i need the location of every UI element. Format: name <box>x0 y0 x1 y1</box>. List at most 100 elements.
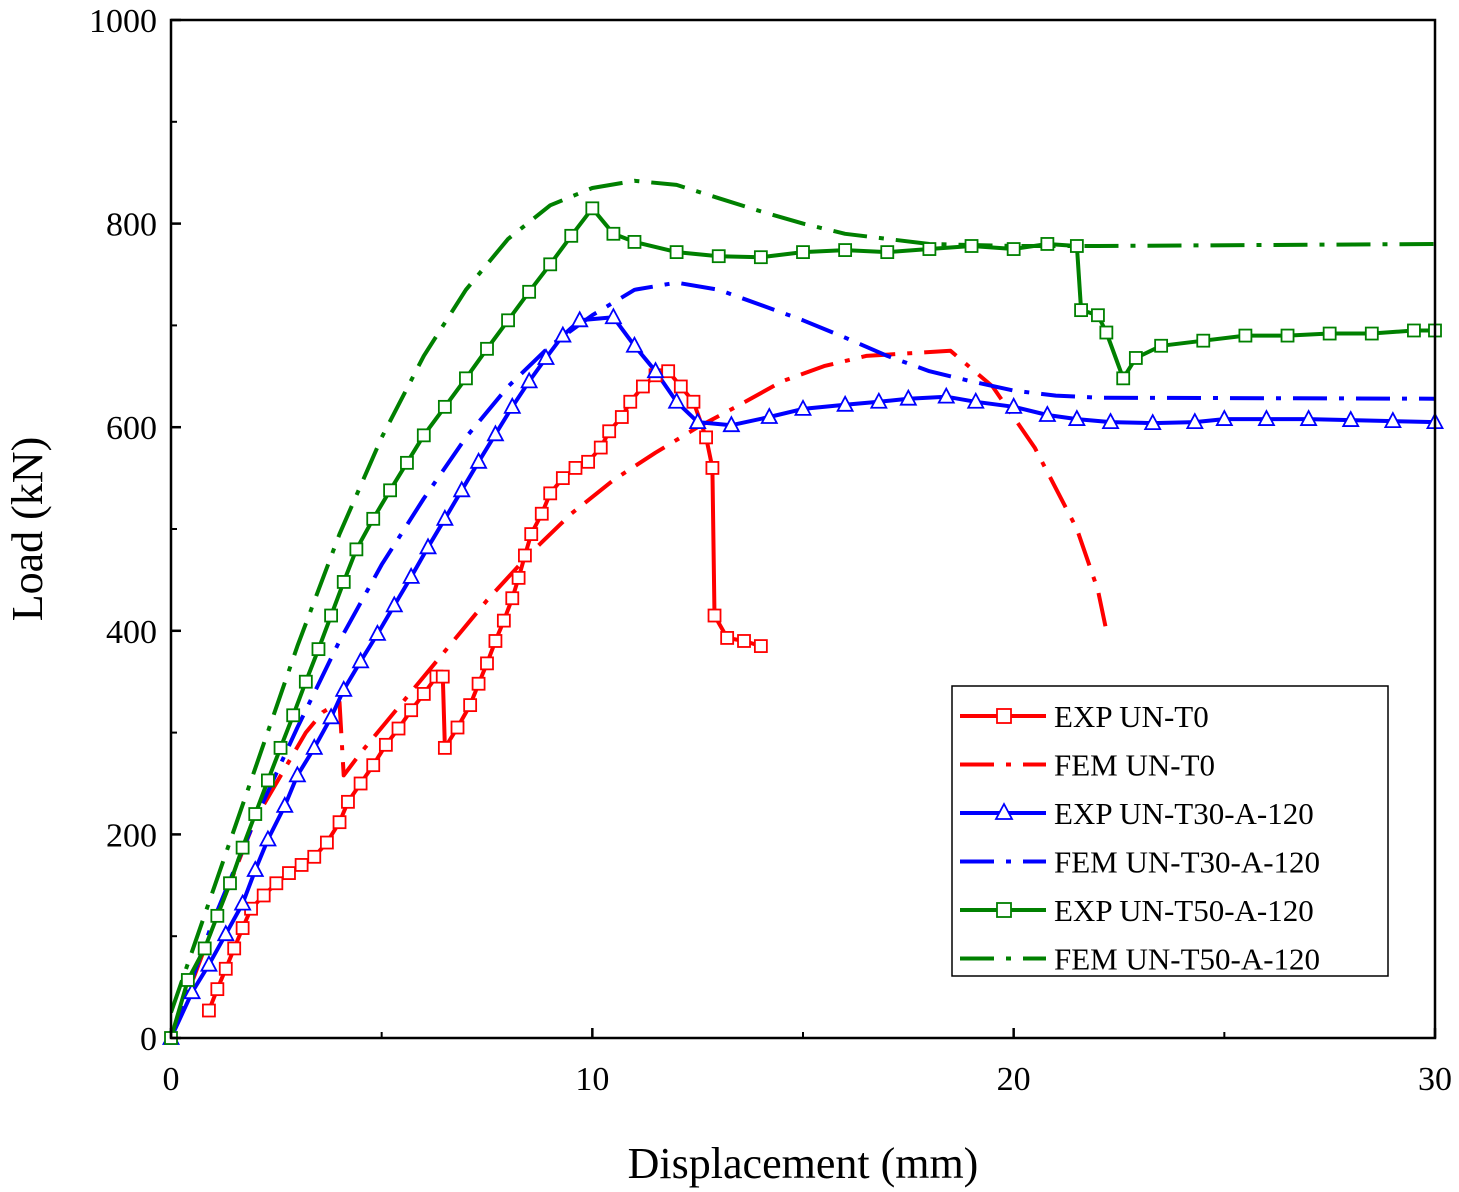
data-point-marker <box>235 840 250 855</box>
data-point-marker <box>534 506 549 521</box>
data-point-marker <box>593 440 608 455</box>
data-point-marker <box>1069 239 1084 253</box>
data-point-marker <box>1280 328 1295 343</box>
data-point-marker <box>669 245 684 260</box>
data-point-marker <box>602 424 617 439</box>
data-point-marker <box>378 737 393 752</box>
data-point-marker <box>661 364 676 379</box>
legend-label-3: FEM UN-T30-A-120 <box>1054 845 1320 880</box>
data-point-marker <box>869 391 888 409</box>
data-point-marker <box>261 773 275 788</box>
data-point-marker <box>366 758 381 773</box>
data-point-marker <box>1364 326 1379 341</box>
legend-label-2: EXP UN-T30-A-120 <box>1054 796 1314 831</box>
data-point-marker <box>688 412 707 430</box>
data-point-marker <box>311 642 326 657</box>
data-point-marker <box>1101 412 1120 430</box>
data-point-marker <box>459 371 473 386</box>
data-point-marker <box>404 703 419 718</box>
data-point-marker <box>197 941 212 956</box>
data-point-marker <box>294 858 309 872</box>
data-point-marker <box>258 829 277 847</box>
data-point-marker <box>503 396 522 414</box>
series-line-1 <box>171 348 1109 1038</box>
data-point-marker <box>711 249 726 264</box>
legend: EXP UN-T0 FEM UN-T0 EXP UN-T30-A-120 FEM UN… <box>951 685 1389 977</box>
x-tick-label: 0 <box>163 1061 180 1098</box>
legend-marker <box>996 902 1012 918</box>
data-point-marker <box>505 591 520 606</box>
data-point-marker <box>555 471 570 486</box>
data-point-marker <box>383 483 397 498</box>
data-point-marker <box>520 371 539 389</box>
data-point-marker <box>437 740 452 755</box>
data-point-marker <box>336 575 351 589</box>
data-point-marker <box>937 386 956 404</box>
data-point-marker <box>210 908 225 923</box>
data-point-marker <box>469 451 488 469</box>
data-point-marker <box>488 634 503 648</box>
data-point-marker <box>673 379 688 394</box>
y-axis-title: Load (kN) <box>3 437 52 622</box>
data-point-marker <box>667 391 686 409</box>
data-point-marker <box>227 941 242 956</box>
data-point-marker <box>1038 405 1057 422</box>
data-point-marker <box>463 698 478 713</box>
data-point-marker <box>366 511 381 526</box>
data-point-marker <box>183 982 202 1000</box>
y-tick-label: 400 <box>106 614 157 651</box>
data-point-marker <box>298 674 313 689</box>
data-point-marker <box>627 235 642 249</box>
data-point-marker <box>922 242 937 256</box>
y-tick-label: 600 <box>106 410 157 447</box>
data-point-marker <box>202 1003 216 1018</box>
data-point-marker <box>796 245 810 260</box>
data-point-marker <box>324 608 339 623</box>
legend-marker <box>994 802 1014 820</box>
data-point-marker <box>1154 338 1169 353</box>
x-axis-title: Displacement (mm) <box>628 1139 979 1188</box>
data-point-marker <box>686 394 701 409</box>
data-point-marker <box>452 480 471 498</box>
data-point-marker <box>341 794 355 809</box>
data-point-marker <box>553 325 572 343</box>
y-tick-label: 0 <box>140 1021 157 1058</box>
data-point-marker <box>256 888 271 903</box>
data-point-marker <box>836 394 855 412</box>
data-point-marker <box>1383 411 1402 428</box>
data-point-marker <box>964 239 979 253</box>
data-point-marker <box>1116 371 1131 386</box>
x-tick-label: 10 <box>575 1061 609 1098</box>
data-point-marker <box>522 284 537 299</box>
data-point-marker <box>585 201 600 216</box>
data-point-marker <box>248 807 263 821</box>
legend-label-1: FEM UN-T0 <box>1054 748 1215 783</box>
data-point-marker <box>480 341 494 356</box>
data-point-marker <box>416 687 431 701</box>
data-point-marker <box>1004 396 1023 414</box>
data-point-marker <box>793 398 813 416</box>
data-point-marker <box>334 679 353 697</box>
data-point-marker <box>1322 326 1337 341</box>
series-line-5 <box>171 178 1435 1014</box>
data-point-marker <box>753 250 768 265</box>
data-point-marker <box>305 737 324 755</box>
legend-label-5: FEM UN-T50-A-120 <box>1054 942 1320 977</box>
data-point-marker <box>450 720 465 735</box>
data-point-marker <box>1067 409 1086 426</box>
data-point-marker <box>210 982 225 997</box>
data-point-marker <box>625 335 644 353</box>
data-point-marker <box>518 548 532 563</box>
data-point-marker <box>1215 409 1234 426</box>
data-point-marker <box>707 608 722 623</box>
data-point-marker <box>705 461 720 475</box>
data-point-marker <box>199 954 218 972</box>
data-point-marker <box>416 428 431 443</box>
data-point-marker <box>1143 413 1162 431</box>
data-point-marker <box>275 795 294 813</box>
data-point-marker <box>606 226 621 241</box>
data-point-marker <box>623 394 638 409</box>
marker-layer <box>161 201 1445 1045</box>
data-point-marker <box>402 566 421 584</box>
data-point-marker <box>501 313 515 328</box>
